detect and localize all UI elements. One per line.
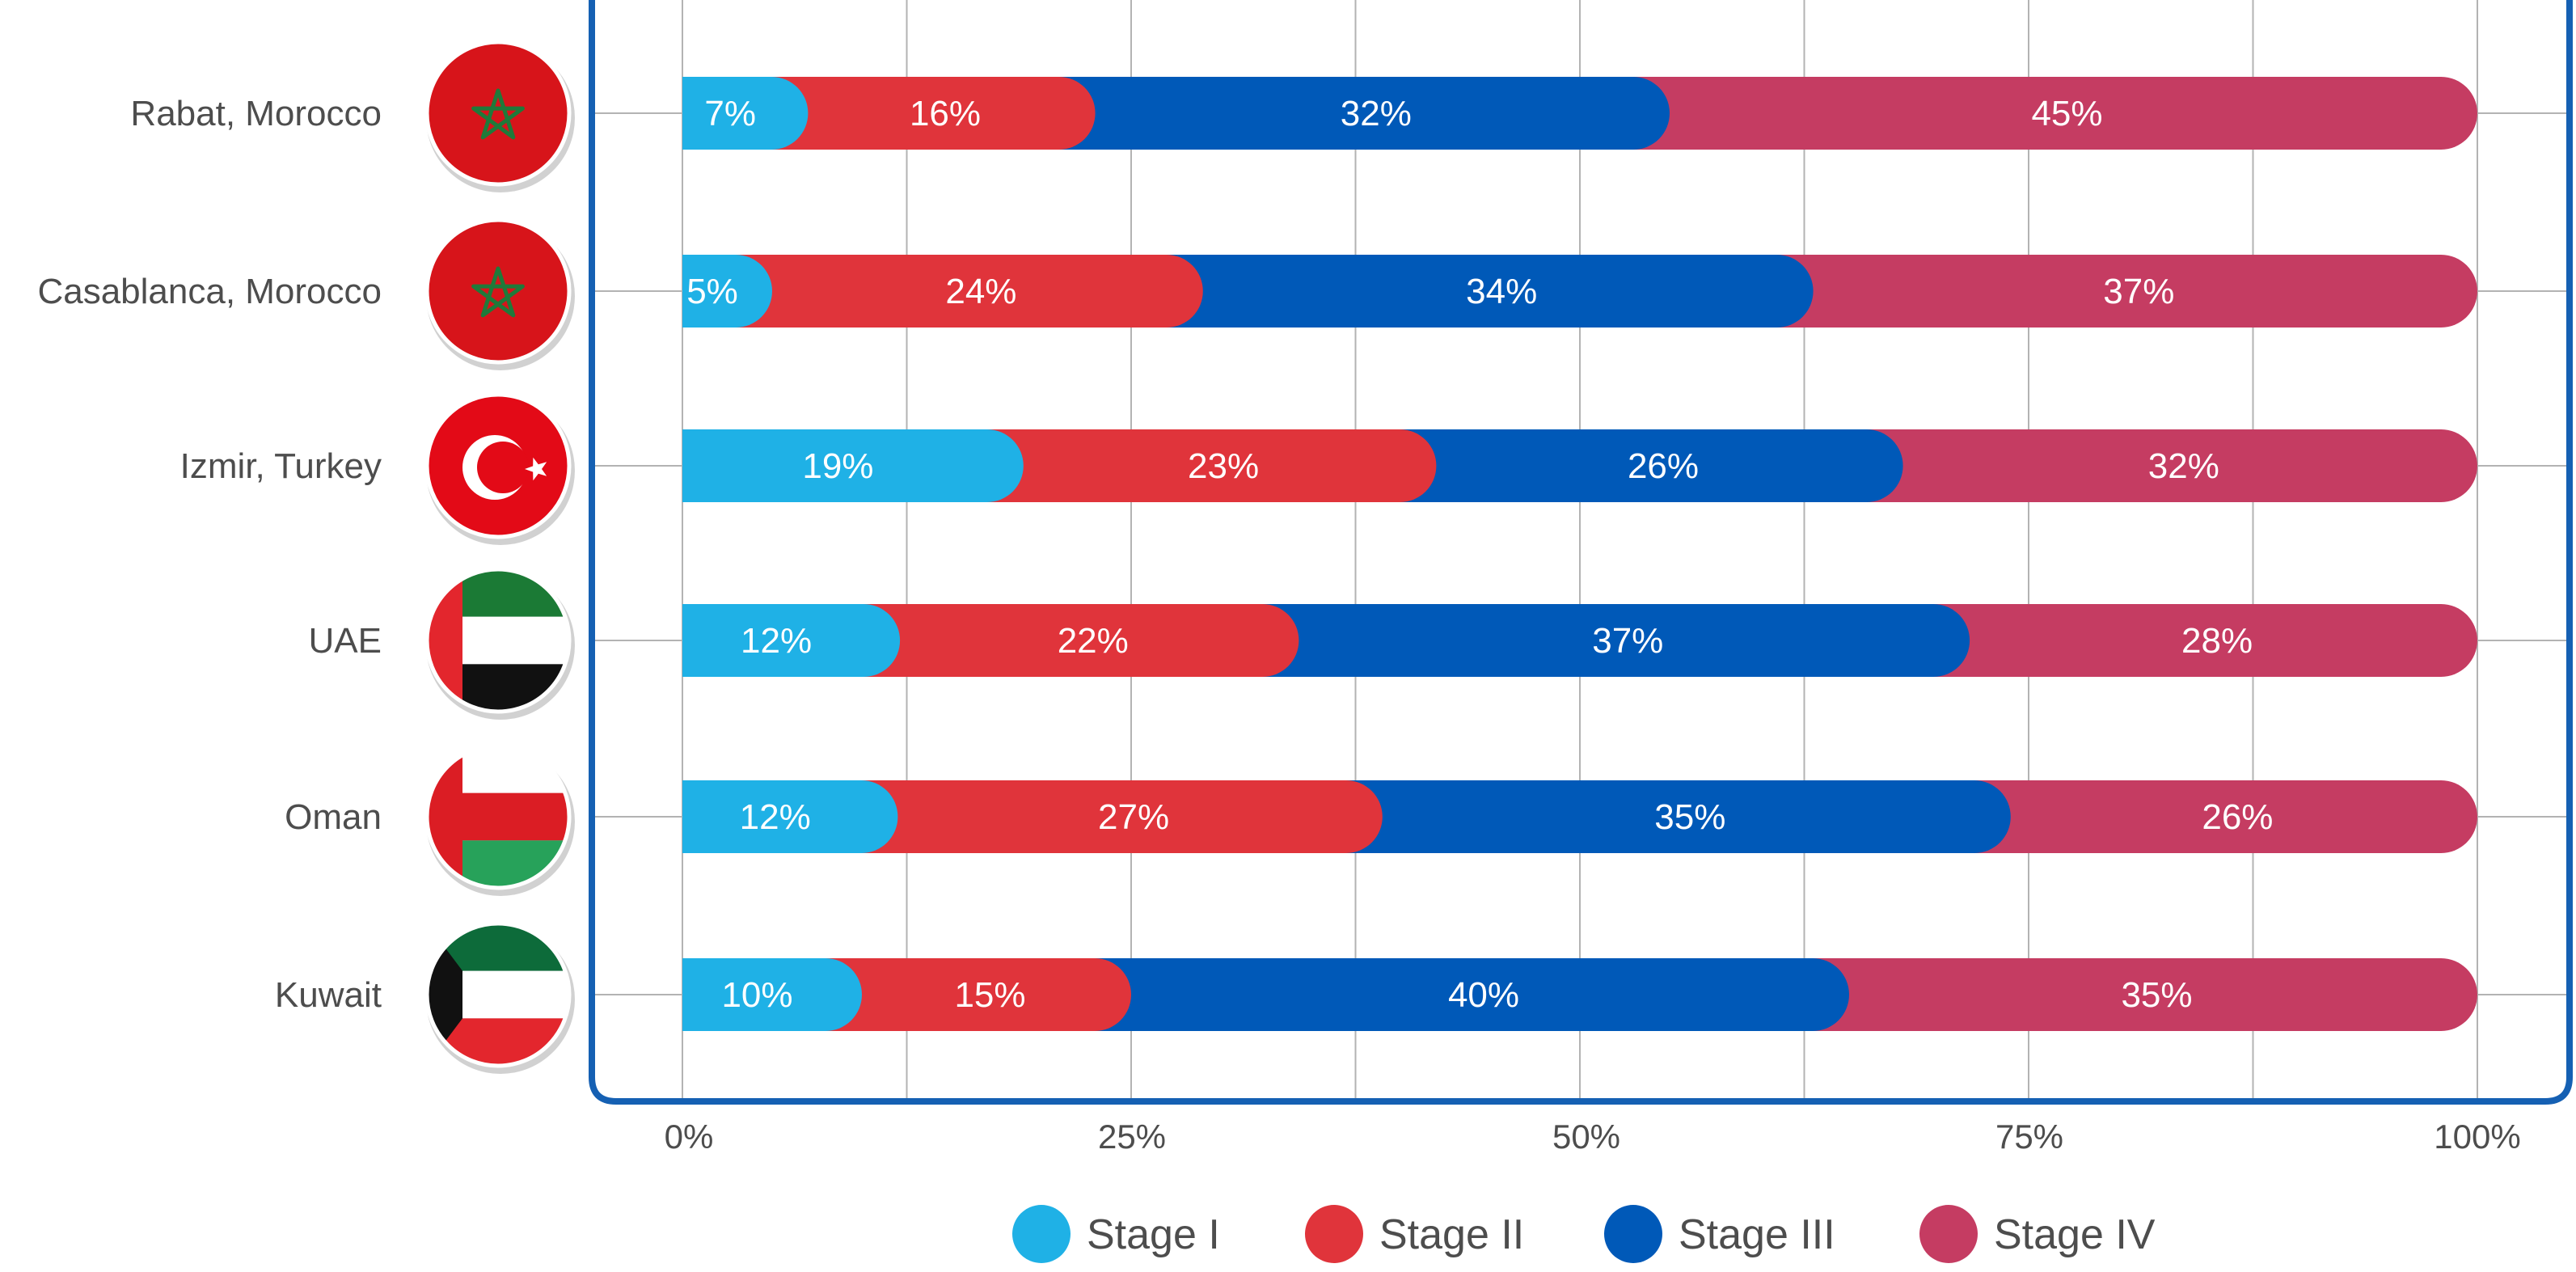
- bar-segment-stage-ii: [771, 77, 1096, 150]
- legend-label: Stage IV: [1994, 1211, 2156, 1258]
- bar-row: 5% 24% 34% 37%: [682, 255, 2477, 328]
- bar-value-label: 37%: [2103, 272, 2174, 311]
- legend-swatch: [1012, 1205, 1071, 1263]
- category-label: Casablanca, Morocco: [37, 272, 382, 311]
- x-axis-ticks: 0% 25% 50% 75% 100%: [665, 1118, 2521, 1156]
- legend: Stage I Stage II Stage III Stage IV: [1012, 1205, 2156, 1263]
- bar-value-label: 34%: [1466, 272, 1537, 311]
- legend-item: Stage I: [1012, 1205, 1220, 1263]
- bar-value-label: 27%: [1098, 797, 1169, 837]
- bar-segment-stage-i: [682, 780, 898, 853]
- bars: 7% 16% 32% 45% 5% 24% 34% 37% 19% 23% 26% 32% 12% 22%…: [682, 77, 2477, 1031]
- bar-segment-stage-ii: [826, 958, 1131, 1031]
- x-tick-label: 50%: [1552, 1118, 1620, 1156]
- bar-segment-stage-iii: [1058, 77, 1670, 150]
- bar-value-label: 12%: [741, 621, 812, 661]
- bar-value-label: 7%: [704, 94, 756, 133]
- legend-item: Stage II: [1305, 1205, 1524, 1263]
- bar-segment-stage-iv: [1633, 77, 2477, 150]
- flag-icons: [424, 40, 575, 1074]
- bar-value-label: 12%: [740, 797, 811, 837]
- bar-segment-stage-i: [682, 958, 862, 1031]
- kuwait-flag-icon: [424, 921, 575, 1074]
- turkey-flag-icon: [424, 392, 575, 545]
- morocco-flag-icon: [424, 218, 575, 370]
- bar-segment-stage-i: [682, 604, 901, 677]
- bar-segment-stage-iii: [1345, 780, 2011, 853]
- grid-lines: [595, 0, 2566, 1098]
- bar-segment-stage-iv: [1866, 429, 2477, 502]
- legend-swatch: [1604, 1205, 1662, 1263]
- legend-item: Stage III: [1604, 1205, 1835, 1263]
- category-label: UAE: [309, 621, 382, 661]
- bar-value-label: 24%: [945, 272, 1016, 311]
- bar-value-label: 35%: [1654, 797, 1725, 837]
- legend-label: Stage III: [1679, 1211, 1835, 1258]
- legend-swatch: [1305, 1205, 1363, 1263]
- bar-value-label: 15%: [954, 975, 1025, 1015]
- bar-segment-stage-ii: [986, 429, 1437, 502]
- bar-value-label: 37%: [1592, 621, 1663, 661]
- bar-value-label: 28%: [2181, 621, 2253, 661]
- bar-value-label: 23%: [1188, 446, 1259, 486]
- legend-item: Stage IV: [1919, 1205, 2156, 1263]
- category-label: Izmir, Turkey: [180, 446, 382, 486]
- bar-segment-stage-iv: [1974, 780, 2477, 853]
- bar-value-label: 45%: [2031, 94, 2102, 133]
- bar-segment-stage-ii: [864, 604, 1299, 677]
- x-tick-label: 0%: [665, 1118, 714, 1156]
- x-tick-label: 25%: [1098, 1118, 1166, 1156]
- bar-value-label: 35%: [2121, 975, 2192, 1015]
- bar-row: 12% 22% 37% 28%: [682, 604, 2477, 677]
- category-label: Rabat, Morocco: [130, 94, 382, 133]
- bar-segment-stage-iii: [1095, 958, 1849, 1031]
- category-labels: Rabat, Morocco Casablanca, Morocco Izmir, …: [37, 94, 382, 1015]
- bar-value-label: 26%: [1628, 446, 1699, 486]
- plot-frame-border: [589, 0, 2573, 1105]
- bar-value-label: 32%: [1341, 94, 1412, 133]
- morocco-flag-icon: [424, 40, 575, 192]
- bar-value-label: 5%: [686, 272, 738, 311]
- bar-value-label: 22%: [1058, 621, 1129, 661]
- legend-label: Stage II: [1379, 1211, 1524, 1258]
- bar-row: 10% 15% 40% 35%: [682, 958, 2477, 1031]
- bar-segment-stage-iii: [1400, 429, 1903, 502]
- category-label: Kuwait: [275, 975, 382, 1015]
- bar-value-label: 10%: [721, 975, 792, 1015]
- category-label: Oman: [285, 797, 382, 837]
- bar-value-label: 16%: [910, 94, 981, 133]
- bar-segment-stage-ii: [736, 255, 1203, 328]
- uae-flag-icon: [424, 567, 575, 720]
- bar-segment-stage-iv: [1933, 604, 2477, 677]
- bar-value-label: 32%: [2148, 446, 2219, 486]
- bar-value-label: 40%: [1448, 975, 1519, 1015]
- legend-swatch: [1919, 1205, 1978, 1263]
- oman-flag-icon: [424, 743, 575, 896]
- bar-value-label: 19%: [802, 446, 873, 486]
- bar-segment-stage-ii: [861, 780, 1383, 853]
- bar-segment-stage-i: [682, 77, 809, 150]
- bar-segment-stage-i: [682, 255, 772, 328]
- bar-row: 7% 16% 32% 45%: [682, 77, 2477, 150]
- bar-segment-stage-i: [682, 429, 1024, 502]
- legend-label: Stage I: [1087, 1211, 1220, 1258]
- x-tick-label: 75%: [1995, 1118, 2063, 1156]
- bar-row: 19% 23% 26% 32%: [682, 429, 2477, 502]
- bar-segment-stage-iii: [1166, 255, 1814, 328]
- bar-row: 12% 27% 35% 26%: [682, 780, 2477, 853]
- bar-value-label: 26%: [2202, 797, 2273, 837]
- bar-segment-stage-iii: [1262, 604, 1970, 677]
- bar-segment-stage-iv: [1813, 958, 2477, 1031]
- plot-frame: [589, 0, 2573, 1105]
- x-tick-label: 100%: [2434, 1118, 2520, 1156]
- bar-segment-stage-iv: [1776, 255, 2477, 328]
